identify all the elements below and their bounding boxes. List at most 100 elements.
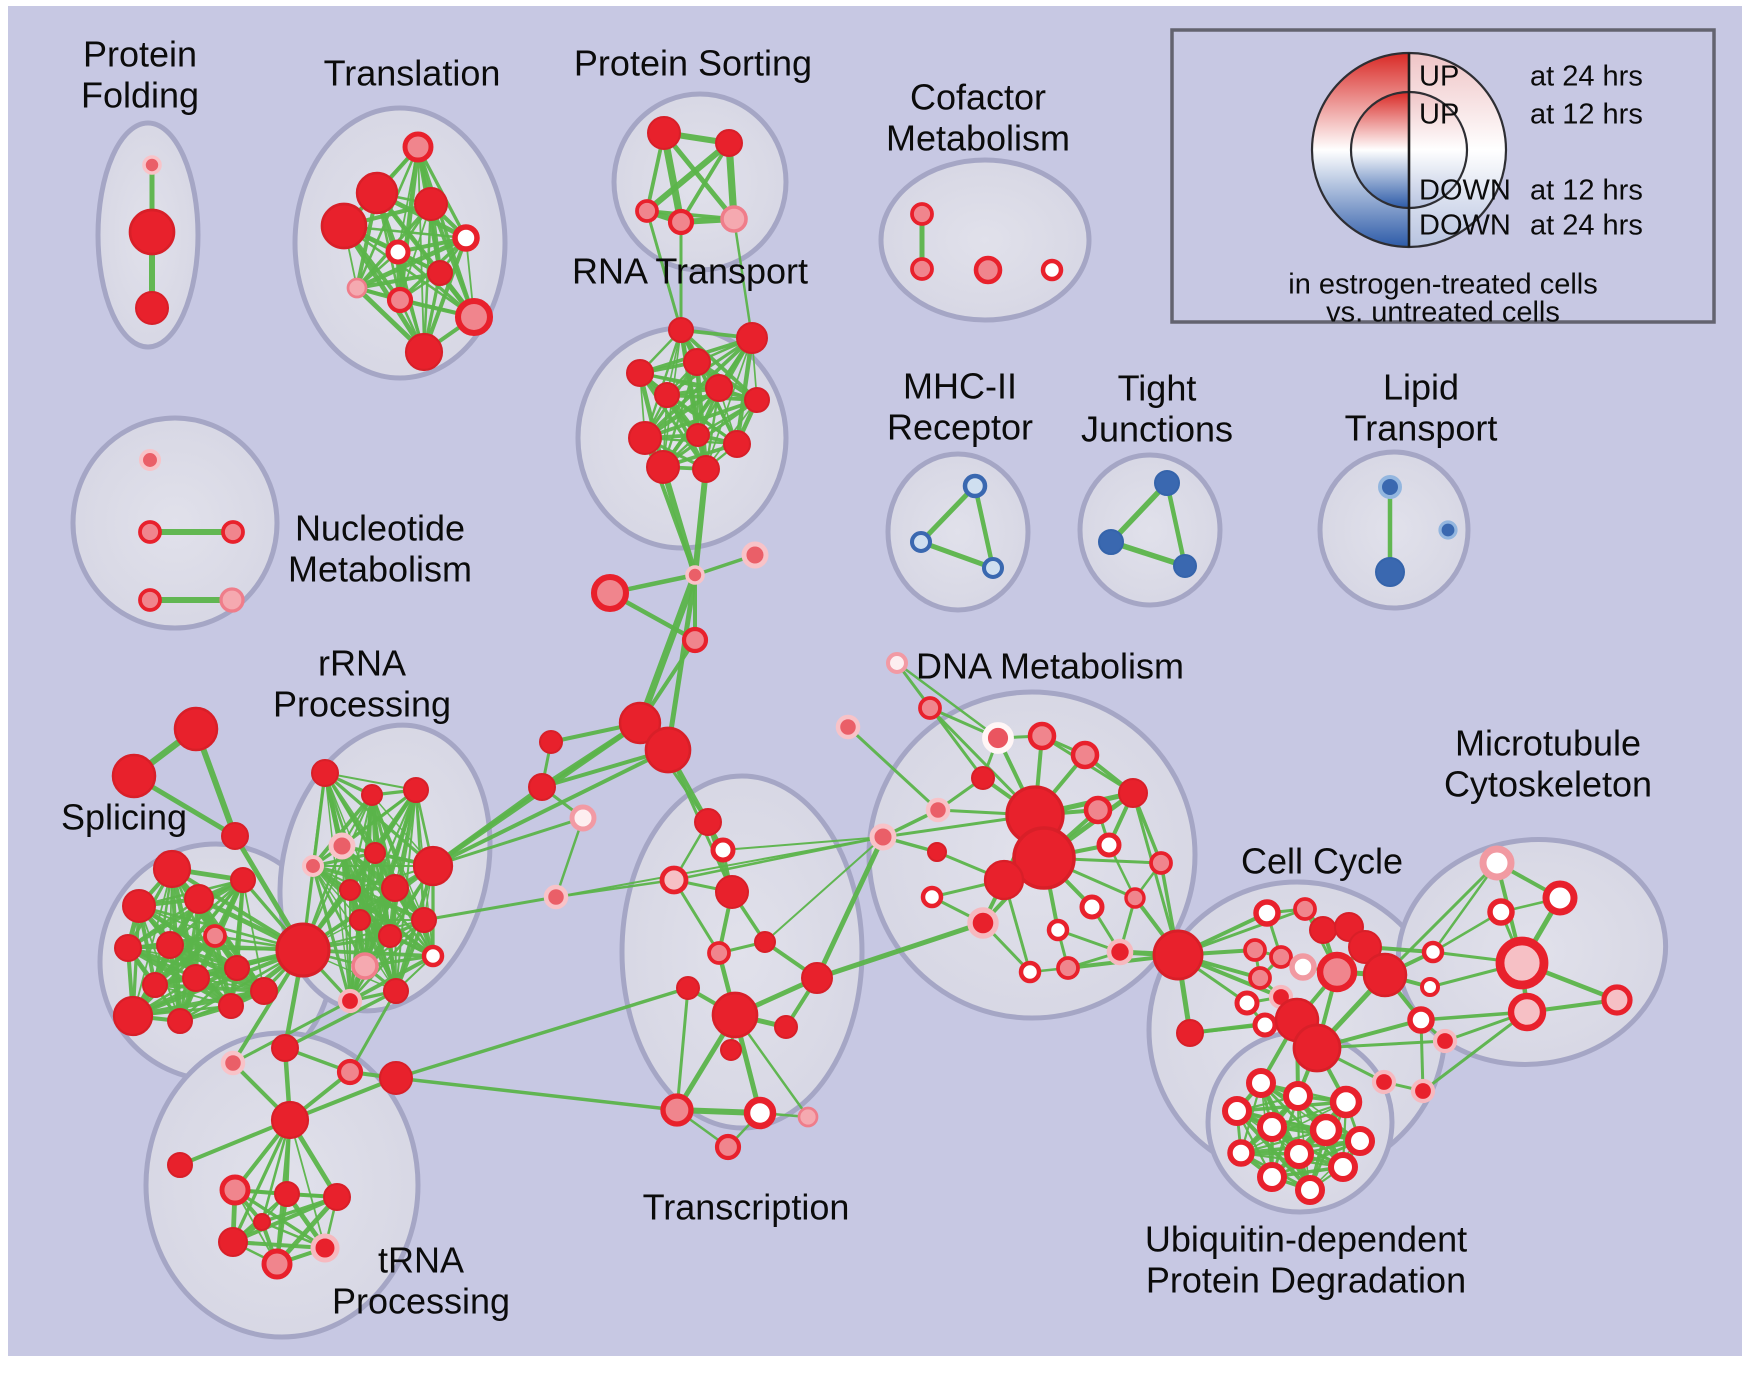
network-node-rt12 <box>692 455 720 483</box>
cluster-label-protein-folding-line2: Folding <box>81 75 199 116</box>
network-edge <box>636 571 699 727</box>
network-node-ps4 <box>667 208 695 236</box>
cluster-label-mhc-ii-receptor-line2: Receptor <box>887 407 1033 448</box>
network-node-dn19 <box>1046 918 1070 942</box>
network-node-cc23 <box>1410 1078 1436 1104</box>
network-edge-clique <box>705 337 753 470</box>
network-node-tr3 <box>659 865 689 895</box>
network-node-tn5 <box>218 1227 248 1257</box>
cluster-label-trna-processing-line1: tRNA <box>378 1240 464 1281</box>
network-node-tr7 <box>676 976 700 1000</box>
network-edge-clique <box>154 984 232 1007</box>
network-edge <box>814 834 886 981</box>
network-node-jn1 <box>220 1050 246 1076</box>
network-node-rt5 <box>705 374 733 402</box>
network-node-tr4 <box>715 875 749 909</box>
network-node-rr12 <box>411 907 437 933</box>
network-node-tn4 <box>323 1183 351 1211</box>
legend-up-12-key: UP <box>1419 99 1459 131</box>
legend-down-12-key: DOWN <box>1419 175 1511 207</box>
network-node-sp8 <box>142 972 168 998</box>
network-node-tl3 <box>320 202 368 250</box>
network-node-sp14 <box>250 977 278 1005</box>
network-edge-clique <box>348 888 426 922</box>
network-node-cf4 <box>1040 258 1064 282</box>
cluster-label-tight-junctions-line1: Tight <box>1118 368 1197 409</box>
network-node-tn8 <box>253 1213 271 1231</box>
network-node-bb3 <box>539 730 563 754</box>
network-node-tr2 <box>710 837 736 863</box>
network-edge <box>846 725 940 812</box>
network-node-rt8 <box>628 421 662 455</box>
network-node-jn2 <box>271 1034 299 1062</box>
network-node-tj2 <box>1098 529 1124 555</box>
network-edge <box>732 217 754 340</box>
cluster-label-splicing: Splicing <box>61 797 187 838</box>
cluster-label-cofactor-metabolism-line1: Cofactor <box>910 77 1046 118</box>
network-node-hub2 <box>270 1100 310 1140</box>
network-edge <box>972 483 996 571</box>
network-node-dn15 <box>920 885 944 909</box>
network-node-bb2 <box>644 726 692 774</box>
network-node-bb13 <box>885 651 909 675</box>
network-node-rt7 <box>744 387 770 413</box>
network-node-nm3 <box>221 520 245 544</box>
network-node-tl10 <box>454 297 494 337</box>
network-node-tn1 <box>167 1152 193 1178</box>
network-node-dn22 <box>1056 956 1080 980</box>
cluster-label-trna-processing-line2: Processing <box>332 1281 510 1322</box>
network-node-bb4 <box>528 773 556 801</box>
network-edge <box>231 999 352 1065</box>
network-node-ub3 <box>1329 1085 1363 1119</box>
network-edge <box>1131 791 1180 957</box>
network-node-rt11 <box>646 450 680 484</box>
network-node-cc8 <box>1269 945 1293 969</box>
network-node-dn1 <box>982 722 1014 754</box>
network-node-lt3 <box>1438 520 1458 540</box>
network-node-hub <box>275 922 331 978</box>
network-edge-clique <box>233 1188 327 1250</box>
network-node-tr8 <box>801 962 833 994</box>
network-node-dn17 <box>1124 887 1146 909</box>
network-node-tr15 <box>714 1133 742 1161</box>
network-node-nm2 <box>138 520 162 544</box>
network-node-rr9 <box>339 879 361 901</box>
network-node-ps1 <box>647 116 681 150</box>
network-node-tl1 <box>402 131 434 163</box>
network-edge <box>431 816 585 868</box>
network-node-tr10 <box>774 1015 798 1039</box>
network-edge-clique <box>643 398 759 440</box>
cluster-ellipse-transcription <box>619 773 865 1131</box>
network-edge-clique <box>348 954 435 1003</box>
network-edge-clique <box>168 878 245 947</box>
network-node-rr5 <box>301 854 325 878</box>
network-node-tl5 <box>452 224 480 252</box>
network-node-sp13 <box>218 993 244 1019</box>
cluster-ellipse-mhc-ii-receptor <box>885 451 1031 613</box>
network-node-dn20 <box>1106 938 1134 966</box>
network-node-tl2 <box>355 171 399 215</box>
cluster-label-transcription: Transcription <box>643 1187 850 1228</box>
network-edge-clique <box>348 888 435 958</box>
network-node-ub4 <box>1222 1096 1252 1126</box>
network-edge-clique <box>323 771 418 792</box>
network-node-sp12 <box>167 1008 193 1034</box>
network-node-tn2 <box>219 1174 251 1206</box>
network-edge-clique <box>196 896 267 994</box>
network-node-mt2 <box>1542 880 1578 916</box>
network-node-mh2 <box>909 530 933 554</box>
network-node-bb8 <box>685 565 705 585</box>
network-node-rr6 <box>364 842 386 864</box>
network-node-bb7 <box>590 573 630 613</box>
network-edge <box>814 920 986 981</box>
network-node-cc3 <box>1293 897 1317 921</box>
network-edge <box>1421 1010 1529 1093</box>
network-node-nm5 <box>219 587 245 613</box>
network-node-tn6 <box>310 1233 340 1263</box>
network-edge-clique <box>661 130 737 222</box>
network-edge-clique <box>428 201 477 320</box>
network-node-cc19 <box>1421 940 1445 964</box>
network-node-ub5 <box>1257 1112 1287 1142</box>
network-node-ub12 <box>1295 1175 1325 1205</box>
